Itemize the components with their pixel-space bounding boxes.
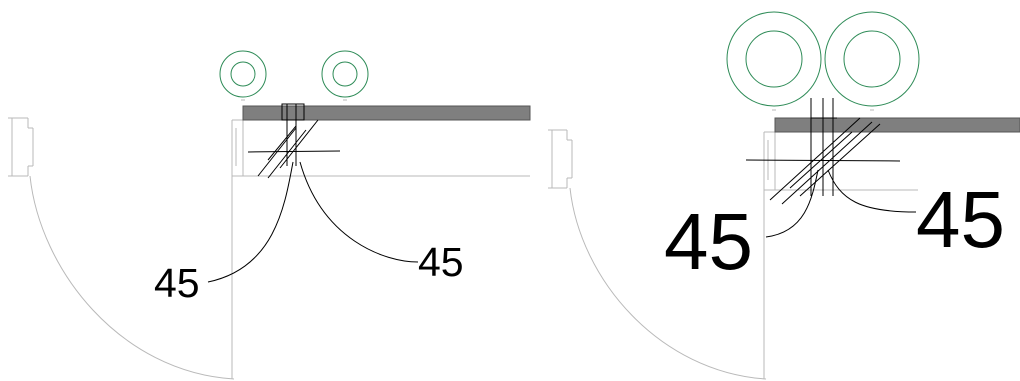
left-door-frame (8, 117, 34, 177)
right-leader-to-left-tag (765, 169, 819, 238)
left-door-swing-arc (29, 175, 235, 380)
right-wall-outline (763, 131, 918, 191)
right-circle-2 (824, 11, 920, 111)
right-tag-right: 45 (916, 175, 1005, 264)
left-wall-band (242, 105, 531, 121)
left-tag-right: 45 (418, 239, 464, 285)
right-view: 45 45 (548, 11, 1020, 380)
left-junction-symbol (247, 103, 341, 179)
right-leader-to-right-tag (827, 169, 917, 213)
left-view: 45 45 (8, 50, 531, 380)
left-circle-1 (219, 50, 267, 101)
left-leader-to-left-tag (207, 161, 294, 283)
left-wall-outline (231, 119, 530, 177)
right-circle-1 (726, 11, 822, 111)
left-leader-to-right-tag (299, 161, 419, 263)
right-door-swing-arc (569, 187, 767, 380)
right-junction-symbol (745, 98, 901, 205)
right-tag-left: 45 (664, 197, 753, 286)
right-wall-band (774, 117, 1020, 133)
left-tag-left: 45 (154, 260, 200, 306)
left-circle-2 (321, 50, 369, 101)
right-door-frame (548, 129, 573, 189)
